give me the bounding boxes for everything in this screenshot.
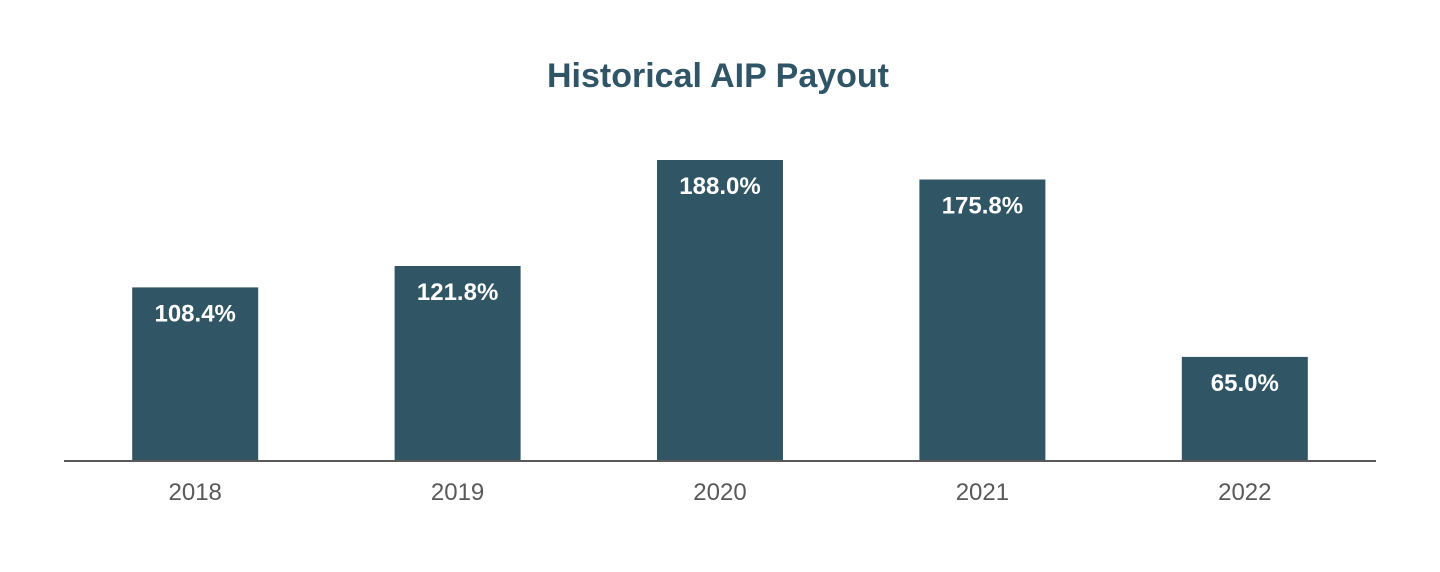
x-tick-label-2022: 2022: [1218, 479, 1271, 506]
x-tick-label-2019: 2019: [431, 479, 484, 506]
bar-value-label-2018: 108.4%: [154, 300, 235, 327]
bar-value-label-2021: 175.8%: [942, 193, 1023, 220]
chart-title: Historical AIP Payout: [547, 57, 889, 95]
bar-2021: [919, 179, 1046, 461]
x-tick-label-2018: 2018: [169, 479, 222, 506]
bars-layer: 108.4% 121.8% 188.0% 175.8% 65.0%: [132, 160, 1308, 461]
bar-2019: [394, 266, 521, 461]
bar-value-label-2022: 65.0%: [1211, 370, 1279, 397]
x-tick-label-2020: 2020: [693, 479, 746, 506]
bar-2022: [1181, 356, 1308, 461]
bar-2020: [657, 160, 783, 461]
bar-value-label-2020: 188.0%: [679, 173, 760, 200]
x-tick-labels: 2018 2019 2020 2021 2022: [169, 479, 1272, 506]
x-tick-label-2021: 2021: [956, 479, 1009, 506]
bar-2018: [132, 287, 259, 461]
bar-value-label-2019: 121.8%: [417, 279, 498, 306]
